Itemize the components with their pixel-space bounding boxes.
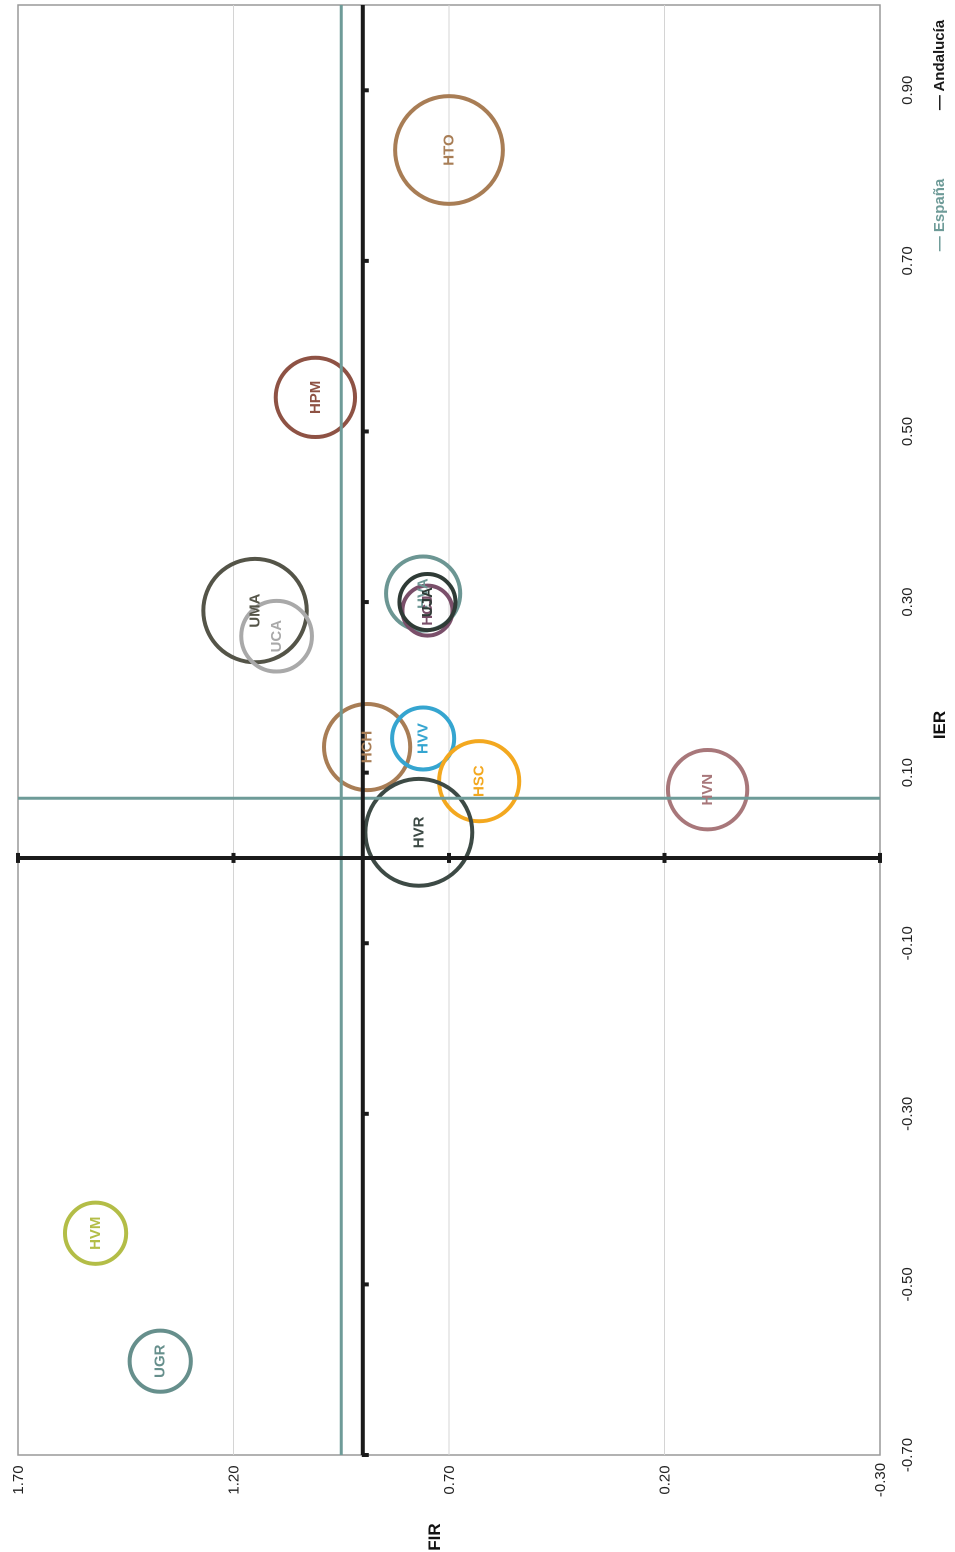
ier-tick-label: -0.50	[899, 1267, 916, 1301]
grid-lines	[233, 5, 665, 1455]
ier-tick-labels: -0.70 -0.50 -0.30 -0.10 0.10 0.30 0.50 0.70 0.90	[899, 76, 916, 1472]
ier-tick-label: -0.70	[899, 1438, 916, 1472]
fir-tick-labels: 1.70 1.20 0.70 0.20 -0.30	[10, 1463, 889, 1497]
ier-axis-title: IER	[930, 711, 949, 739]
bubble-label-hvm: HVM	[87, 1217, 104, 1250]
ier-tick-label: -0.30	[899, 1097, 916, 1131]
bubble-hvr	[363, 776, 475, 888]
bubble-hpm	[273, 355, 358, 440]
reference-lines	[16, 5, 882, 1457]
bubble-label-hch: HCH	[359, 731, 376, 764]
bubble-label-ugr: UGR	[152, 1344, 169, 1378]
bubble-label-uca: UCA	[268, 620, 285, 653]
ier-tick-label: 0.50	[899, 417, 916, 446]
bubbles	[62, 94, 750, 1394]
fir-tick-label: -0.30	[872, 1463, 889, 1497]
bubble-hvv	[390, 705, 457, 772]
fir-axis-title: FIR	[425, 1523, 444, 1550]
legend-item-andaluca: — Andalucía	[931, 19, 948, 110]
fir-tick-label: 0.70	[441, 1465, 458, 1494]
ier-tick-label: -0.10	[899, 926, 916, 960]
bubble-uja	[397, 572, 458, 633]
bubble-uca	[239, 598, 314, 674]
bubble-hvm	[62, 1200, 129, 1266]
bubble-hvn	[665, 748, 750, 832]
bubble-label-hpm: HPM	[307, 381, 324, 414]
bubble-label-hvr: HVR	[410, 816, 427, 848]
bubble-label-hva: HVA	[415, 578, 432, 609]
ier-tick-label: 0.30	[899, 587, 916, 616]
bubble-label-uja: UJA	[419, 587, 436, 617]
legend-item-espaa: — España	[931, 178, 948, 251]
bubble-label-hto: HTO	[441, 134, 458, 166]
bubble-label-hvv: HVV	[415, 723, 432, 754]
bubble-hch	[322, 701, 413, 793]
fir-tick-label: 1.20	[226, 1465, 243, 1494]
bubble-label-hvn: HVN	[699, 774, 716, 806]
legend: — España — Andalucía	[931, 19, 948, 251]
ier-tick-label: 0.70	[899, 246, 916, 275]
fir-tick-label: 0.20	[657, 1465, 674, 1494]
bubble-ugr	[127, 1328, 193, 1394]
bubble-label-uma: UMA	[247, 593, 264, 627]
bubble-label-hsc: HSC	[471, 765, 488, 797]
fir-tick-label: 1.70	[10, 1465, 27, 1494]
bubble-label-hcj: HCJ	[419, 596, 436, 626]
ier-tick-label: 0.10	[899, 758, 916, 787]
bubble-hto	[393, 94, 505, 206]
ier-tick-label: 0.90	[899, 76, 916, 105]
